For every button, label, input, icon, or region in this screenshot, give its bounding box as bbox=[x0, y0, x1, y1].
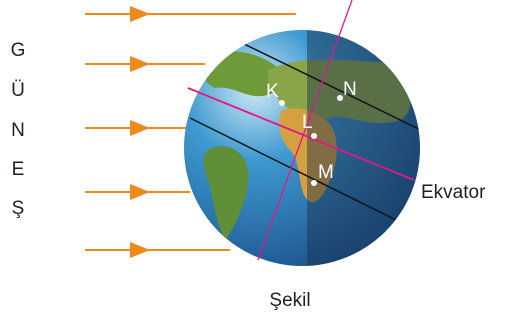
sun-letter: E bbox=[12, 159, 25, 180]
point-m bbox=[311, 180, 317, 186]
point-label: K bbox=[266, 81, 279, 102]
globe bbox=[184, 0, 427, 280]
point-k bbox=[279, 100, 285, 106]
sun-letter: Ş bbox=[12, 198, 25, 219]
point-label: M bbox=[318, 162, 334, 183]
diagram: K L N M G Ü N E Ş Ekvator Şekil bbox=[0, 0, 514, 318]
sun-letter: G bbox=[11, 40, 26, 61]
sun-letter: Ü bbox=[11, 80, 25, 101]
point-label: N bbox=[343, 79, 357, 100]
point-label: L bbox=[302, 112, 313, 133]
point-l bbox=[311, 133, 317, 139]
sun-letter: N bbox=[11, 120, 25, 141]
caption: Şekil bbox=[269, 290, 310, 311]
equator-label: Ekvator bbox=[421, 182, 486, 203]
